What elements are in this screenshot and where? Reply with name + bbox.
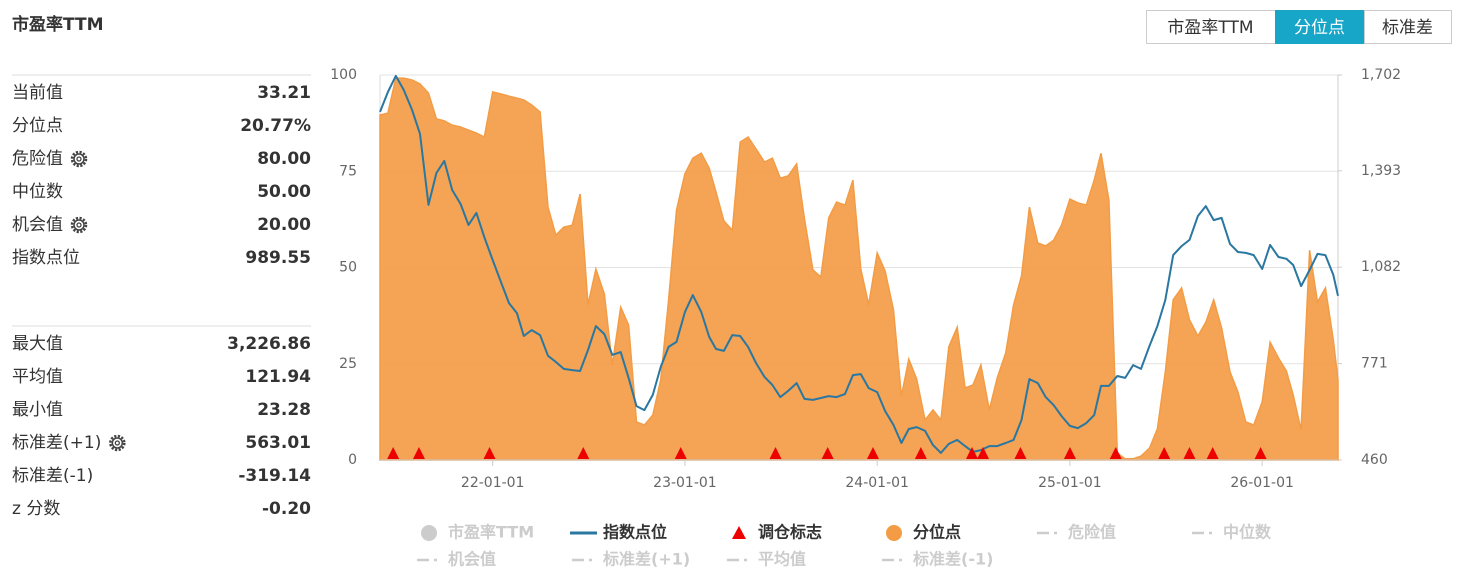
tab-button[interactable] <box>1364 10 1452 44</box>
legend-label[interactable]: 机会值 <box>448 550 496 569</box>
rebalance-marker <box>1063 447 1076 459</box>
rebalance-marker <box>1183 447 1196 459</box>
rebalance-marker <box>1109 447 1122 459</box>
stat-label: 危险值 <box>12 149 63 169</box>
legend-label[interactable]: 中位数 <box>1223 523 1272 542</box>
x-tick-label: 23-01-01 <box>653 475 717 491</box>
settings-icon-core <box>73 219 85 231</box>
stat-value: 20.77% <box>240 116 311 136</box>
tab-label[interactable]: 标准差 <box>1382 18 1433 38</box>
tab-button[interactable] <box>1275 10 1365 44</box>
legend-label[interactable]: 分位点 <box>913 523 961 542</box>
settings-icon[interactable] <box>70 216 88 234</box>
rebalance-marker <box>1014 447 1027 459</box>
stat-value: 80.00 <box>257 149 311 169</box>
x-tick-label: 25-01-01 <box>1038 475 1102 491</box>
rebalance-marker <box>1206 447 1219 459</box>
percentile-area <box>379 77 1339 461</box>
x-tick-label: 22-01-01 <box>461 475 525 491</box>
settings-icon[interactable] <box>70 150 88 168</box>
page-title: 市盈率TTM <box>12 14 104 35</box>
stat-label: 平均值 <box>12 367 63 387</box>
stat-value: 33.21 <box>257 83 311 103</box>
rebalance-marker <box>412 447 425 459</box>
stat-value: -0.20 <box>262 499 311 519</box>
y-tick-label: 0 <box>348 452 357 468</box>
y-tick-label: 25 <box>339 356 357 372</box>
rebalance-marker <box>387 447 400 459</box>
legend-label[interactable]: 调仓标志 <box>758 523 822 542</box>
stat-value: 3,226.86 <box>227 334 311 354</box>
index-line <box>379 74 1339 454</box>
rebalance-marker <box>1254 447 1267 459</box>
stat-label: 标准差(-1) <box>12 466 93 486</box>
settings-icon-hole <box>76 222 82 228</box>
stat-label: 当前值 <box>12 83 63 103</box>
stat-value: 23.28 <box>257 400 311 420</box>
tab-label[interactable]: 分位点 <box>1294 18 1345 38</box>
y-tick-label: 50 <box>339 260 357 276</box>
rebalance-marker <box>577 447 590 459</box>
settings-icon-core <box>73 153 85 165</box>
tab-label[interactable]: 市盈率TTM <box>1167 18 1253 38</box>
stat-label: 分位点 <box>12 116 63 136</box>
stat-value: -319.14 <box>238 466 311 486</box>
y-tick-label: 100 <box>330 67 357 83</box>
legend-label[interactable]: 标准差(+1) <box>602 550 690 569</box>
stat-value: 121.94 <box>245 367 311 387</box>
legend-label[interactable]: 市盈率TTM <box>448 523 534 542</box>
y2-tick-label: 1,393 <box>1361 163 1401 179</box>
y2-tick-label: 1,082 <box>1361 259 1401 275</box>
stat-value: 989.55 <box>245 248 311 268</box>
stat-label: z 分数 <box>12 499 60 519</box>
stat-label: 机会值 <box>12 215 63 235</box>
stat-value: 50.00 <box>257 182 311 202</box>
legend-label[interactable]: 平均值 <box>758 550 806 569</box>
legend-label[interactable]: 指数点位 <box>603 523 667 542</box>
settings-icon[interactable] <box>109 434 126 452</box>
rebalance-marker <box>483 447 496 459</box>
rebalance-marker <box>866 447 879 459</box>
tab-button[interactable] <box>1146 10 1276 44</box>
y-tick-label: 75 <box>339 163 357 179</box>
legend-label[interactable]: 标准差(-1) <box>912 550 993 569</box>
settings-icon-core <box>111 437 124 449</box>
stat-label: 标准差(+1) <box>12 433 101 453</box>
rebalance-marker <box>769 447 782 459</box>
y2-tick-label: 1,702 <box>1361 67 1401 83</box>
stat-label: 最小值 <box>12 400 63 420</box>
stat-label: 中位数 <box>12 182 63 202</box>
y2-tick-label: 460 <box>1361 452 1388 468</box>
stat-label: 最大值 <box>12 334 63 354</box>
rebalance-marker <box>977 447 990 459</box>
settings-icon-hole <box>114 440 120 446</box>
rebalance-marker <box>914 447 927 459</box>
legend-symbol[interactable] <box>732 526 746 539</box>
settings-icon-hole <box>76 156 82 162</box>
x-tick-label: 24-01-01 <box>845 475 909 491</box>
rebalance-marker <box>965 447 978 459</box>
stat-value: 20.00 <box>257 215 311 235</box>
legend-label[interactable]: 危险值 <box>1068 523 1116 542</box>
stat-value: 563.01 <box>245 433 311 453</box>
stat-label: 指数点位 <box>12 248 80 268</box>
rebalance-marker <box>674 447 687 459</box>
legend-symbol[interactable] <box>886 525 902 541</box>
y2-tick-label: 771 <box>1361 356 1388 372</box>
rebalance-marker <box>1158 447 1171 459</box>
legend-symbol[interactable] <box>421 525 437 541</box>
x-tick-label: 26-01-01 <box>1230 475 1294 491</box>
rebalance-marker <box>821 447 834 459</box>
